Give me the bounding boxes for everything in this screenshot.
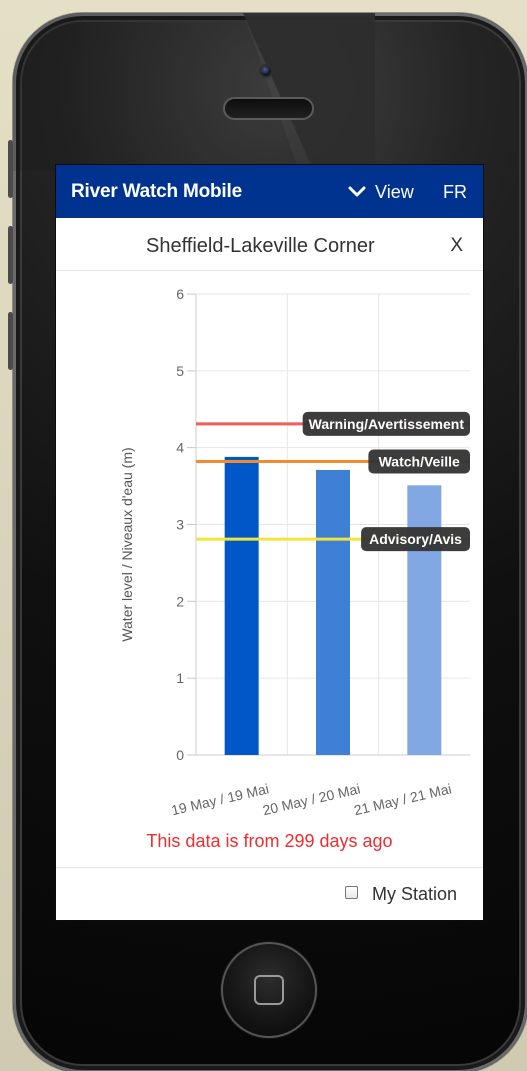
- y-axis-tick-label: 6: [176, 286, 184, 302]
- speaker-grill: [223, 97, 314, 120]
- y-axis-tick-label: 4: [176, 440, 184, 456]
- threshold-label-background: [368, 449, 470, 474]
- water-level-chart: 0 1 2 3 4 5 6 Water level / Niveaux d'eau (m) Wa…: [56, 272, 483, 852]
- x-axis-category-label: 19 May / 19 Mai: [170, 780, 271, 818]
- data-age-warning: This data is from 299 days ago: [146, 831, 393, 851]
- data-bar: [224, 456, 259, 755]
- top-navbar: River Watch Mobile View FR: [56, 165, 483, 218]
- y-axis-label: Water level / Niveaux d'eau (m): [119, 447, 135, 641]
- y-axis-tick-label: 2: [176, 593, 184, 609]
- threshold-label-background: [361, 527, 470, 552]
- my-station-checkbox[interactable]: My Station: [345, 884, 457, 906]
- y-axis-tick-label: 1: [176, 670, 184, 686]
- language-toggle-fr[interactable]: FR: [443, 182, 467, 202]
- threshold-label-background: [302, 411, 470, 436]
- threshold-label: Advisory/Avis: [369, 531, 462, 547]
- footer-divider: [56, 867, 483, 868]
- camera-icon: [259, 64, 273, 78]
- data-bar: [316, 469, 350, 755]
- home-button[interactable]: [221, 942, 317, 1038]
- x-axis-category-label: 20 May / 20 Mai: [261, 780, 362, 818]
- data-bar: [407, 485, 442, 755]
- checkbox-icon[interactable]: [345, 886, 358, 899]
- close-button[interactable]: X: [450, 235, 463, 256]
- brand-title[interactable]: River Watch Mobile: [71, 181, 242, 202]
- y-axis-tick-label: 0: [176, 747, 184, 763]
- x-axis-category-label: 21 May / 21 Mai: [352, 780, 453, 818]
- station-header: Sheffield-Lakeville Corner X: [56, 218, 483, 271]
- y-axis-tick-label: 5: [176, 363, 184, 379]
- side-button-lower: [8, 312, 13, 370]
- threshold-label: Watch/Veille: [379, 453, 460, 469]
- view-menu-button[interactable]: View: [348, 182, 414, 204]
- bar-chart-svg: 0 1 2 3 4 5 6 Water level / Niveaux d'eau (m) Wa…: [119, 286, 470, 818]
- station-title: Sheffield-Lakeville Corner: [146, 235, 375, 257]
- chevron-down-icon: [348, 186, 366, 197]
- y-axis-tick-label: 3: [176, 517, 184, 533]
- side-button-middle: [8, 226, 13, 284]
- my-station-label: My Station: [372, 884, 458, 904]
- threshold-label: Warning/Avertissement: [309, 416, 465, 432]
- view-menu-label: View: [375, 182, 414, 202]
- app-screen: River Watch Mobile View FR Sheffield-Lak…: [56, 165, 483, 920]
- home-square-icon: [254, 975, 284, 1005]
- side-button-upper: [8, 140, 13, 198]
